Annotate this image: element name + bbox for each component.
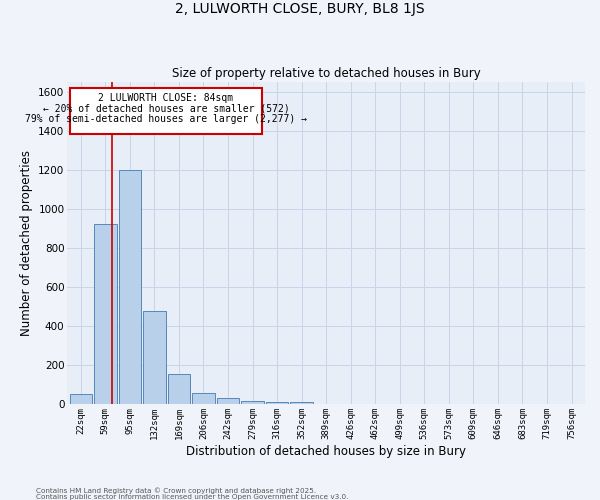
Y-axis label: Number of detached properties: Number of detached properties [20, 150, 33, 336]
Bar [217, 398, 239, 404]
Bar [143, 312, 166, 404]
Bar [192, 393, 215, 404]
Bar [266, 402, 289, 404]
Bar [119, 170, 141, 404]
Bar [241, 401, 264, 404]
Text: Contains HM Land Registry data © Crown copyright and database right 2025.: Contains HM Land Registry data © Crown c… [36, 487, 316, 494]
Text: ← 20% of detached houses are smaller (572): ← 20% of detached houses are smaller (57… [43, 104, 289, 114]
Text: 2 LULWORTH CLOSE: 84sqm: 2 LULWORTH CLOSE: 84sqm [98, 93, 233, 103]
FancyBboxPatch shape [70, 88, 262, 134]
Bar [167, 374, 190, 404]
Text: Contains public sector information licensed under the Open Government Licence v3: Contains public sector information licen… [36, 494, 349, 500]
Text: 79% of semi-detached houses are larger (2,277) →: 79% of semi-detached houses are larger (… [25, 114, 307, 124]
Bar [290, 402, 313, 404]
Title: Size of property relative to detached houses in Bury: Size of property relative to detached ho… [172, 66, 481, 80]
Bar [94, 224, 116, 404]
Text: 2, LULWORTH CLOSE, BURY, BL8 1JS: 2, LULWORTH CLOSE, BURY, BL8 1JS [175, 2, 425, 16]
Bar [70, 394, 92, 404]
X-axis label: Distribution of detached houses by size in Bury: Distribution of detached houses by size … [186, 444, 466, 458]
